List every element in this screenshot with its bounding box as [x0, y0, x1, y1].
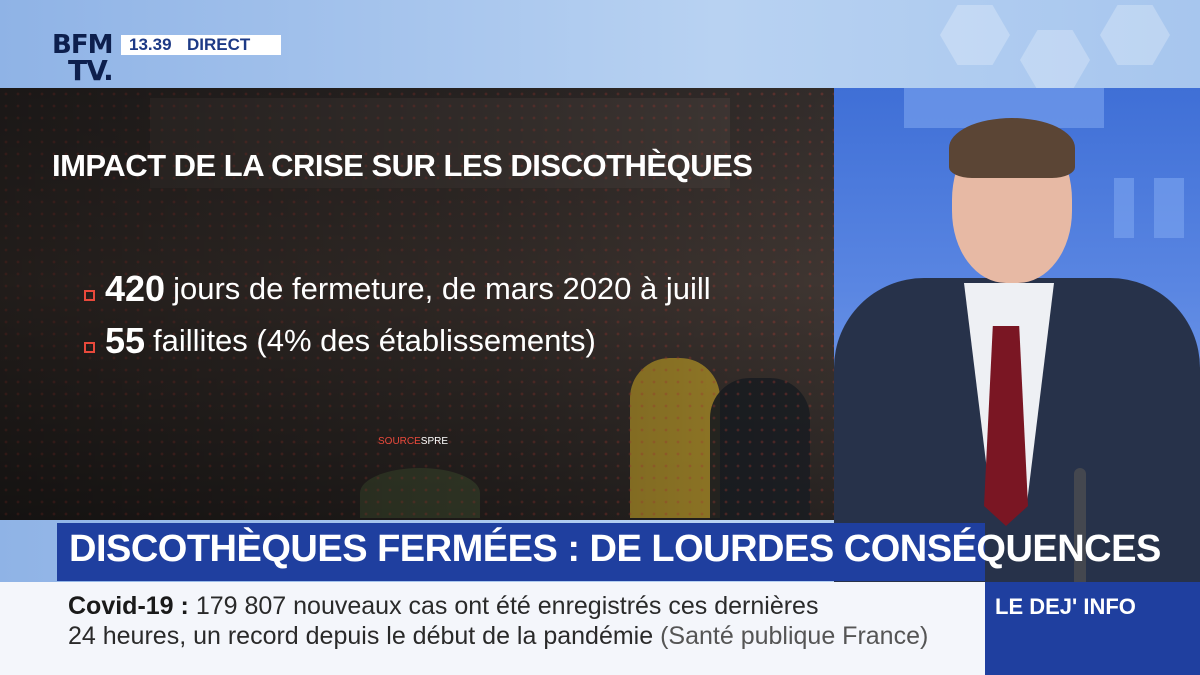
ticker-text-1: 179 807 nouveaux cas ont été enregistrés… [195, 592, 819, 620]
microphone-icon [1074, 468, 1086, 588]
studio-panel [1114, 178, 1134, 238]
ticker-line-1: Covid-19 : 179 807 nouveaux cas ont été … [68, 592, 818, 621]
logo-text-bottom: TV. [68, 54, 114, 87]
bullet-square-icon [84, 341, 95, 353]
presenter-video [834, 88, 1200, 588]
ticker-text-2: 24 heures, un record depuis le début de … [68, 622, 654, 650]
graphic-title: IMPACT DE LA CRISE SUR LES DISCOTHÈQUES [52, 148, 753, 183]
headline-banner: DISCOTHÈQUES FERMÉES : DE LOURDES CONSÉQ… [57, 523, 1161, 581]
stat-number: 420 [105, 268, 166, 309]
stat-text: jours de fermeture, de mars 2020 à juill [173, 271, 711, 306]
bullet-square-icon [84, 289, 95, 301]
stat-number: 55 [105, 320, 146, 361]
clock-time: 13.39 [129, 35, 172, 54]
background-photo [0, 88, 834, 520]
stat-bullet: 55 faillites (4% des établissements) [84, 320, 596, 362]
ticker-separator: : [180, 592, 189, 620]
ticker-line-2: 24 heures, un record depuis le début de … [68, 622, 928, 651]
source-name: SPRE [420, 436, 449, 447]
source-label: SOURCE [378, 436, 421, 447]
source-credit: SOURCESPRE [378, 436, 448, 447]
photo-vignette [0, 88, 834, 520]
program-badge: LE DEJ' INFO [985, 582, 1200, 675]
program-name: LE DEJ' INFO [995, 594, 1136, 619]
presenter-tie [984, 326, 1028, 526]
logo-text-top: BFM [52, 30, 113, 60]
ticker-label: Covid-19 [68, 592, 174, 620]
stat-text: faillites (4% des établissements) [153, 323, 596, 358]
headline-text: DISCOTHÈQUES FERMÉES : DE LOURDES CONSÉQ… [69, 528, 1161, 570]
presenter-hair [949, 118, 1075, 178]
live-label: DIRECT [187, 35, 251, 54]
time-live-badge: 13.39 DIRECT [121, 35, 281, 55]
ticker-source: (Santé publique France) [660, 622, 929, 650]
decorative-hexagon [940, 5, 1010, 65]
stat-bullet: 420 jours de fermeture, de mars 2020 à j… [84, 268, 711, 310]
channel-logo: BFM TV. [52, 30, 114, 87]
studio-panel [1154, 178, 1184, 238]
news-ticker: Covid-19 : 179 807 nouveaux cas ont été … [0, 582, 985, 675]
